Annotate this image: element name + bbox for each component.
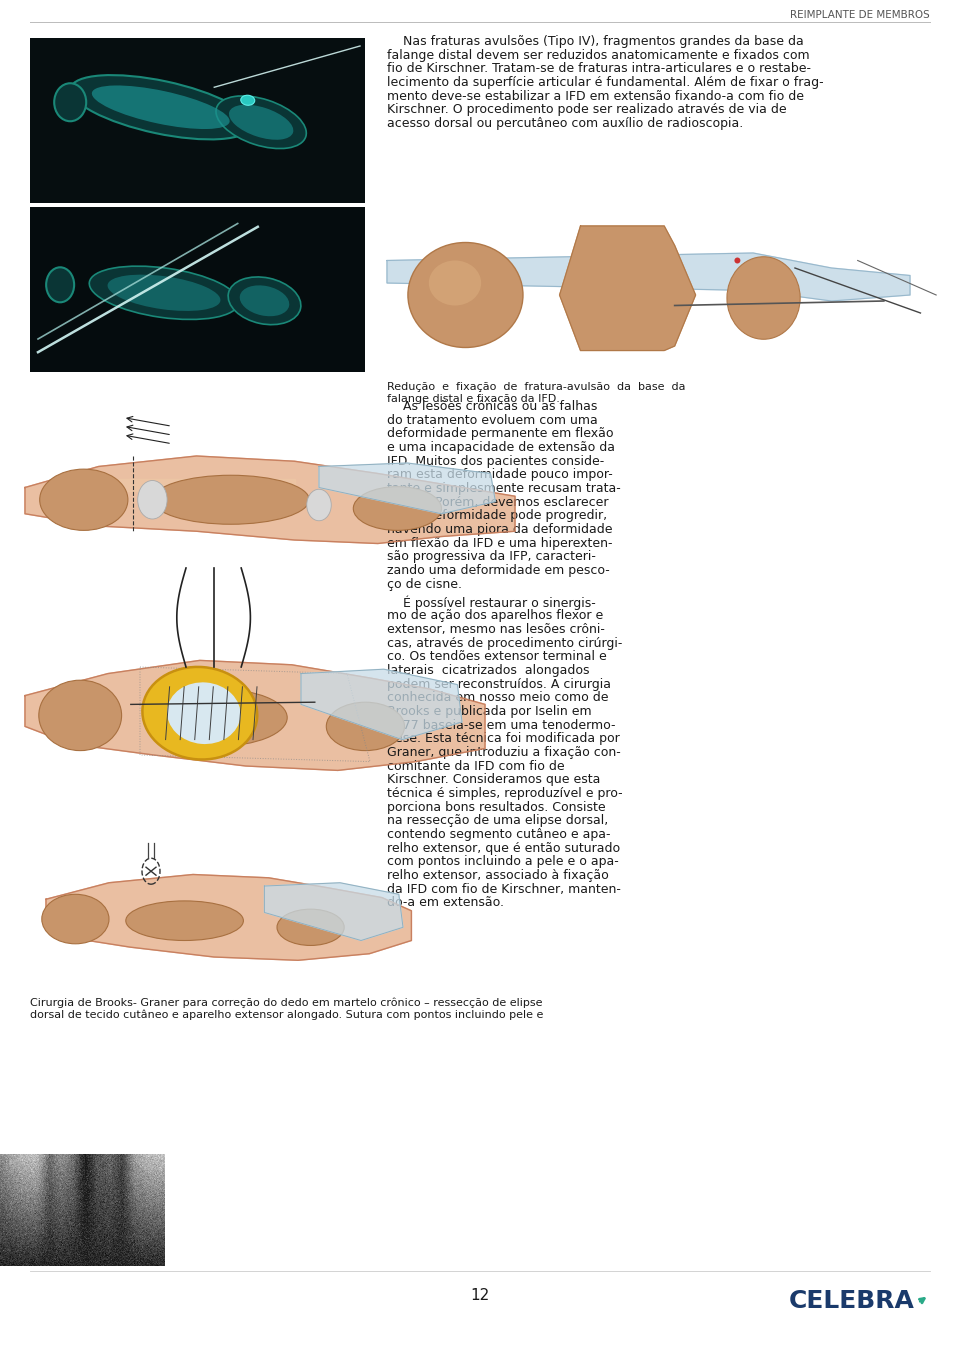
Polygon shape	[25, 660, 485, 770]
Text: extensor, mesmo nas lesões crôni-: extensor, mesmo nas lesões crôni-	[387, 622, 605, 636]
Text: dorsal de tecido cutâneo e aparelho extensor alongado. Sutura com pontos incluin: dorsal de tecido cutâneo e aparelho exte…	[30, 1010, 543, 1020]
Ellipse shape	[727, 256, 801, 339]
Ellipse shape	[353, 487, 442, 530]
Ellipse shape	[92, 85, 229, 129]
Polygon shape	[25, 456, 515, 544]
Text: mento. Porém, devemos esclarecer: mento. Porém, devemos esclarecer	[387, 496, 609, 508]
Text: são progressiva da IFP, caracteri-: são progressiva da IFP, caracteri-	[387, 551, 596, 564]
Ellipse shape	[54, 83, 86, 121]
Text: co. Os tendões extensor terminal e: co. Os tendões extensor terminal e	[387, 651, 607, 663]
Polygon shape	[560, 226, 696, 350]
Polygon shape	[319, 462, 495, 514]
Ellipse shape	[70, 75, 251, 140]
Text: Nas fraturas avulsões (Tipo IV), fragmentos grandes da base da: Nas fraturas avulsões (Tipo IV), fragmen…	[387, 35, 804, 47]
Text: relho extensor, associado à fixação: relho extensor, associado à fixação	[387, 869, 609, 883]
Text: havendo uma piora da deformidade: havendo uma piora da deformidade	[387, 523, 612, 536]
Text: 1977 baseia-se em uma tenodermo-: 1977 baseia-se em uma tenodermo-	[387, 719, 615, 732]
Ellipse shape	[326, 702, 404, 751]
Text: Brooks e publicada por Iselin em: Brooks e publicada por Iselin em	[387, 705, 591, 717]
Text: As lesões crônicas ou as falhas: As lesões crônicas ou as falhas	[387, 400, 597, 414]
Ellipse shape	[307, 490, 331, 521]
Text: ço de cisne.: ço de cisne.	[387, 578, 462, 591]
Ellipse shape	[142, 667, 257, 759]
Ellipse shape	[108, 275, 221, 311]
Polygon shape	[46, 875, 412, 960]
Ellipse shape	[429, 260, 481, 305]
FancyBboxPatch shape	[30, 38, 365, 203]
Ellipse shape	[734, 258, 740, 263]
Text: Cirurgia de Brooks- Graner para correção do dedo em martelo crônico – ressecção : Cirurgia de Brooks- Graner para correção…	[30, 998, 542, 1009]
Polygon shape	[301, 670, 462, 739]
Text: CELEBRA: CELEBRA	[789, 1290, 915, 1313]
Ellipse shape	[167, 682, 241, 744]
Text: que a deformidade pode progredir,: que a deformidade pode progredir,	[387, 510, 607, 522]
Text: com pontos incluindo a pele e o apa-: com pontos incluindo a pele e o apa-	[387, 856, 619, 868]
Ellipse shape	[149, 689, 287, 746]
Text: Kirschner. Consideramos que esta: Kirschner. Consideramos que esta	[387, 773, 600, 786]
Ellipse shape	[46, 267, 74, 302]
Text: falange distal e fixação da IFD.: falange distal e fixação da IFD.	[387, 395, 560, 404]
Text: acesso dorsal ou percutâneo com auxílio de radioscopia.: acesso dorsal ou percutâneo com auxílio …	[387, 117, 743, 130]
Ellipse shape	[153, 475, 309, 525]
Ellipse shape	[229, 104, 294, 140]
Text: do tratamento evoluem com uma: do tratamento evoluem com uma	[387, 414, 598, 427]
Text: do-a em extensão.: do-a em extensão.	[387, 896, 504, 910]
Text: IFD. Muitos dos pacientes conside-: IFD. Muitos dos pacientes conside-	[387, 454, 604, 468]
Text: REIMPLANTE DE MEMBROS: REIMPLANTE DE MEMBROS	[790, 9, 930, 20]
Text: zando uma deformidade em pesco-: zando uma deformidade em pesco-	[387, 564, 610, 578]
Polygon shape	[264, 883, 403, 941]
Text: 12: 12	[470, 1288, 490, 1303]
Ellipse shape	[137, 480, 167, 519]
Text: e uma incapacidade de extensão da: e uma incapacidade de extensão da	[387, 441, 615, 454]
Text: ram esta deformidade pouco impor-: ram esta deformidade pouco impor-	[387, 468, 612, 481]
Ellipse shape	[240, 285, 289, 316]
Text: contendo segmento cutâneo e apa-: contendo segmento cutâneo e apa-	[387, 829, 611, 841]
Ellipse shape	[42, 895, 109, 944]
Ellipse shape	[216, 96, 306, 149]
Text: fio de Kirschner. Tratam-se de fraturas intra-articulares e o restabe-: fio de Kirschner. Tratam-se de fraturas …	[387, 62, 811, 76]
Ellipse shape	[38, 681, 122, 751]
Text: dese. Esta técnica foi modificada por: dese. Esta técnica foi modificada por	[387, 732, 620, 746]
Ellipse shape	[277, 909, 345, 945]
Polygon shape	[99, 479, 295, 491]
FancyBboxPatch shape	[30, 207, 365, 372]
Text: em flexão da IFD e uma hiperexten-: em flexão da IFD e uma hiperexten-	[387, 537, 612, 549]
Ellipse shape	[89, 266, 239, 320]
Ellipse shape	[126, 900, 244, 941]
Text: lecimento da superfície articular é fundamental. Além de fixar o frag-: lecimento da superfície articular é fund…	[387, 76, 824, 89]
Text: falange distal devem ser reduzidos anatomicamente e fixados com: falange distal devem ser reduzidos anato…	[387, 49, 809, 61]
Text: Redução  e  fixação  de  fratura-avulsão  da  base  da: Redução e fixação de fratura-avulsão da …	[387, 382, 685, 392]
Ellipse shape	[228, 277, 300, 324]
Text: porciona bons resultados. Consiste: porciona bons resultados. Consiste	[387, 801, 606, 814]
Text: laterais  cicatrizados  alongados: laterais cicatrizados alongados	[387, 664, 589, 677]
Text: É possível restaurar o sinergis-: É possível restaurar o sinergis-	[387, 595, 596, 610]
Text: tante e simplesmente recusam trata-: tante e simplesmente recusam trata-	[387, 483, 621, 495]
Text: Kirschner. O procedimento pode ser realizado através de via de: Kirschner. O procedimento pode ser reali…	[387, 103, 786, 117]
Text: na ressecção de uma elipse dorsal,: na ressecção de uma elipse dorsal,	[387, 815, 609, 827]
Text: deformidade permanente em flexão: deformidade permanente em flexão	[387, 427, 613, 441]
Text: da IFD com fio de Kirschner, manten-: da IFD com fio de Kirschner, manten-	[387, 883, 621, 896]
Ellipse shape	[408, 243, 523, 347]
Text: relho extensor, que é então suturado: relho extensor, que é então suturado	[387, 842, 620, 854]
Polygon shape	[387, 254, 910, 301]
Text: podem ser reconstruídos. A cirurgia: podem ser reconstruídos. A cirurgia	[387, 678, 611, 690]
Text: técnica é simples, reproduzível e pro-: técnica é simples, reproduzível e pro-	[387, 786, 623, 800]
Text: mo de ação dos aparelhos flexor e: mo de ação dos aparelhos flexor e	[387, 609, 603, 622]
Text: mento deve-se estabilizar a IFD em extensão fixando-a com fio de: mento deve-se estabilizar a IFD em exten…	[387, 89, 804, 103]
Text: conhecida em nosso meio como de: conhecida em nosso meio como de	[387, 692, 609, 704]
Ellipse shape	[241, 95, 254, 106]
Ellipse shape	[39, 469, 128, 530]
Text: Graner, que introduziu a fixação con-: Graner, que introduziu a fixação con-	[387, 746, 621, 759]
Text: comitante da IFD com fio de: comitante da IFD com fio de	[387, 759, 564, 773]
Text: cas, através de procedimento cirúrgi-: cas, através de procedimento cirúrgi-	[387, 636, 622, 650]
